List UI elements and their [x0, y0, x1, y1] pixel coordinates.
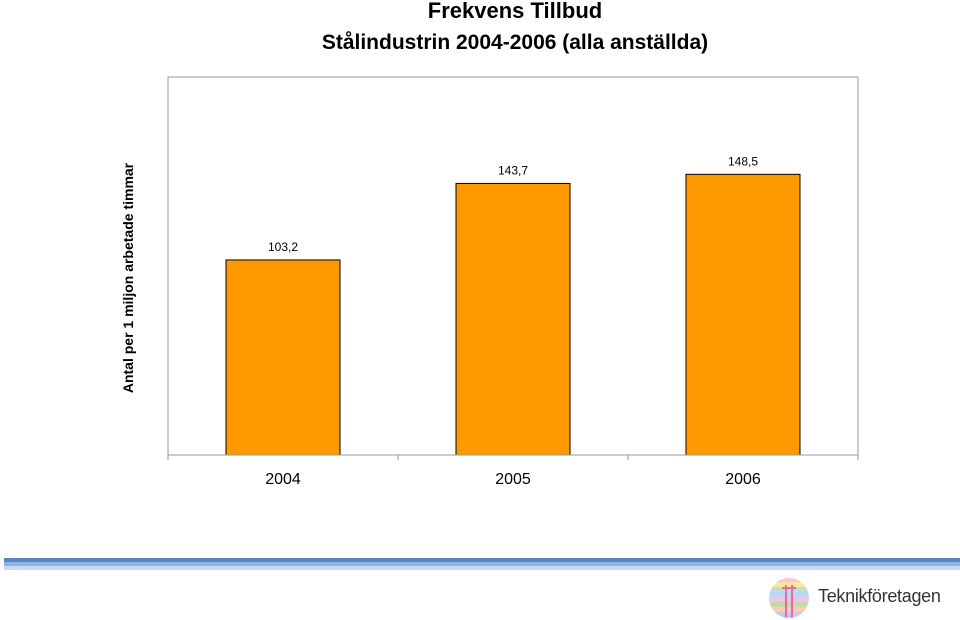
x-tick-label-2004: 2004 [265, 471, 301, 488]
x-tick-label-2005: 2005 [495, 471, 531, 488]
teknikforetagen-logo [769, 578, 809, 618]
y-axis-label: Antal per 1 miljon arbetade timmar [120, 162, 136, 394]
bar-2006 [685, 173, 801, 456]
footer-band [4, 566, 960, 570]
chart-subtitle: Stålindustrin 2004-2006 (alla anställda) [321, 31, 709, 54]
data-label-2005: 143,7 [498, 163, 528, 177]
footer-band [4, 558, 960, 562]
logo-text: Teknikföretagen [818, 586, 941, 606]
footer-band [4, 562, 960, 566]
chart-title: Frekvens Tillbud [427, 0, 603, 23]
bar-2005 [455, 182, 571, 456]
data-label-2004: 103,2 [268, 240, 298, 254]
bar-2004 [225, 259, 341, 456]
x-tick-label-2006: 2006 [725, 471, 761, 488]
data-label-2006: 148,5 [728, 154, 758, 168]
